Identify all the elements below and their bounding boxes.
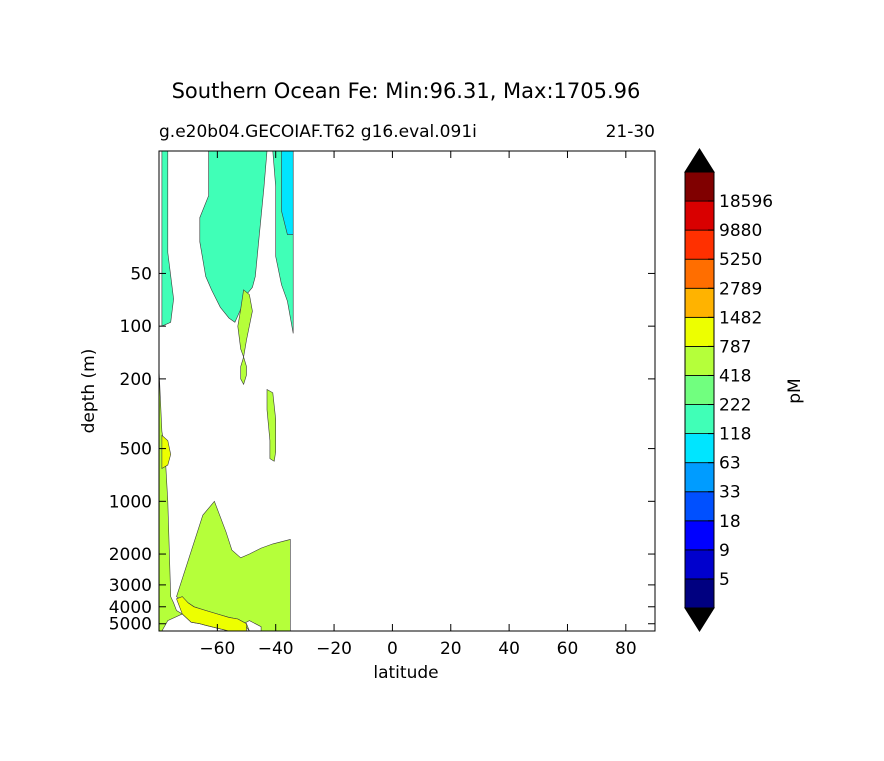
colorbar-tick-label: 18596 [719,192,773,212]
y-tick-label: 2000 [109,545,152,565]
y-axis-label: depth (m) [79,349,99,434]
colorbar-tick-label: 787 [719,337,751,357]
y-tick-label: 1000 [109,492,152,512]
colorbar-segment [684,462,715,493]
chart-subtitle-right: 21-30 [606,122,655,142]
chart-title: Southern Ocean Fe: Min:96.31, Max:1705.9… [172,79,641,103]
x-tick-label: 40 [498,639,520,659]
contour-regions [159,151,294,631]
colorbar-tick-label: 2789 [719,279,762,299]
contour-region-7 [161,434,172,470]
colorbar-segment [684,578,715,609]
colorbar-extend-high [684,148,715,173]
contour-region-1 [281,151,294,235]
colorbar-segment [684,200,715,231]
plot-frame [158,150,656,632]
colorbar: 5 9 18 33 63 118 222 418 787 1482 2789 5250 9880 1859… [684,148,773,632]
colorbar-tick-label: 418 [719,366,751,386]
contour-region-6 [176,596,247,631]
y-tick-label: 500 [120,440,152,460]
colorbar-tick-label: 222 [719,396,751,416]
y-tick-label: 4000 [109,598,152,618]
y-tick-label: 5000 [109,615,152,635]
colorbar-frame [684,171,715,609]
x-tick-label: 80 [615,639,637,659]
colorbar-tick-label: 5 [719,570,730,590]
contour-region-0 [161,151,294,334]
colorbar-tick-label: 18 [719,512,741,532]
contour-region-4 [266,388,277,462]
colorbar-tick-label: 9 [719,541,730,561]
colorbar-tick-label: 1482 [719,308,762,328]
colorbar-segment [684,316,715,347]
x-tick-label: −40 [258,639,294,659]
colorbar-tick-label: 63 [719,454,741,474]
colorbar-segment [684,375,715,405]
y-tick-label: 50 [130,264,152,284]
colorbar-segment [684,345,715,376]
y-tick-label: 3000 [109,576,152,596]
x-axis-ticks: −60 −40 −20 0 20 40 60 80 [199,151,637,659]
x-tick-label: 20 [440,639,462,659]
colorbar-tick-label: 9880 [719,221,762,241]
colorbar-segment [684,171,715,202]
colorbar-segment [684,520,715,551]
chart-subtitle-left: g.e20b04.GECOIAF.T62 g16.eval.091i [159,122,477,142]
colorbar-segment [684,549,715,580]
colorbar-extend-low [684,607,715,632]
colorbar-segment [684,433,715,464]
x-tick-label: −20 [316,639,352,659]
x-tick-label: −60 [199,639,235,659]
colorbar-segment [684,404,715,434]
x-tick-label: 60 [557,639,579,659]
colorbar-segment [684,229,715,260]
contour-region-3 [240,355,247,386]
colorbar-label: pM [785,378,805,403]
x-tick-label: 0 [387,639,398,659]
colorbar-tick-label: 5250 [719,250,762,270]
colorbar-segment [684,491,715,522]
colorbar-tick-label: 118 [719,425,751,445]
colorbar-tick-label: 33 [719,483,741,503]
colorbar-segment [684,258,715,289]
x-axis-label: latitude [373,663,438,683]
y-tick-label: 100 [120,317,152,337]
colorbar-segment [684,287,715,318]
y-tick-label: 200 [120,370,152,390]
